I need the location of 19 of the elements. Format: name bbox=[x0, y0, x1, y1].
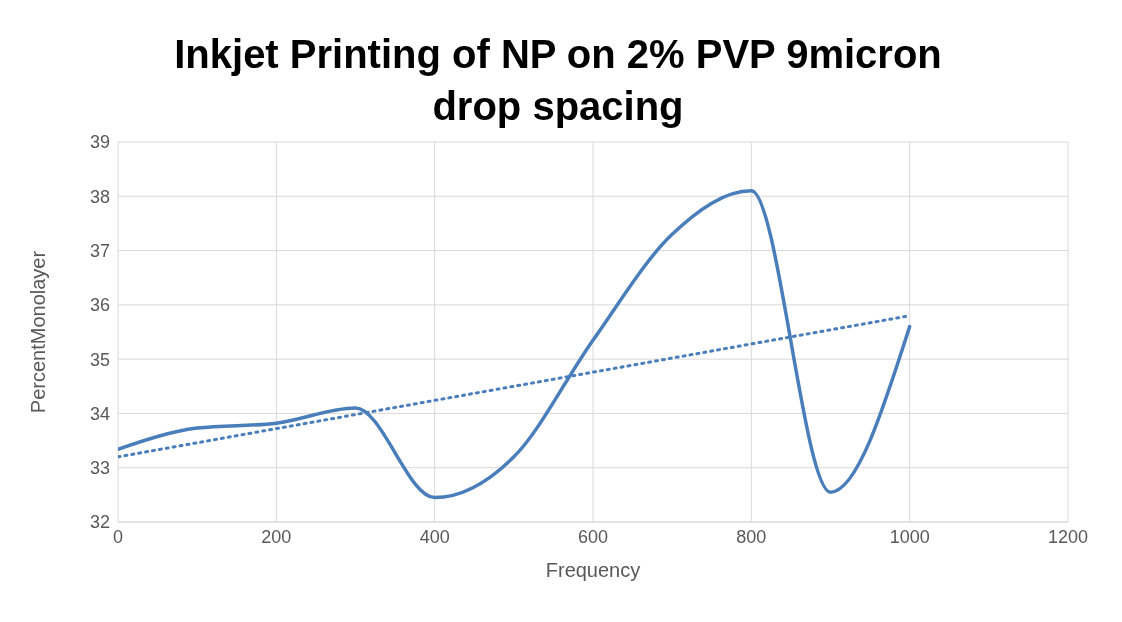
y-tick-label: 39 bbox=[89, 132, 110, 153]
x-axis-title: Frequency bbox=[545, 559, 641, 581]
x-tick-label: 1200 bbox=[1047, 526, 1089, 547]
x-tick-label: 600 bbox=[577, 526, 609, 547]
x-tick-label: 0 bbox=[112, 526, 124, 547]
y-tick-label: 33 bbox=[89, 458, 110, 479]
y-tick-label: 36 bbox=[89, 295, 110, 316]
x-tick-label: 200 bbox=[261, 526, 292, 547]
y-tick-label: 35 bbox=[89, 349, 110, 370]
x-tick-label: 400 bbox=[419, 526, 450, 547]
y-axis-title: PercentMonolayer bbox=[27, 250, 50, 414]
x-tick-label: 1000 bbox=[889, 526, 930, 547]
x-tick-label: 800 bbox=[736, 526, 767, 547]
y-tick-label: 38 bbox=[89, 186, 110, 207]
y-tick-label: 32 bbox=[89, 512, 110, 533]
y-tick-label: 37 bbox=[89, 240, 110, 261]
y-tick-label: 34 bbox=[89, 403, 110, 424]
line-series bbox=[118, 189, 912, 500]
chart-title: Inkjet Printing of NP on 2% PVP 9micron drop spacing bbox=[173, 31, 943, 130]
